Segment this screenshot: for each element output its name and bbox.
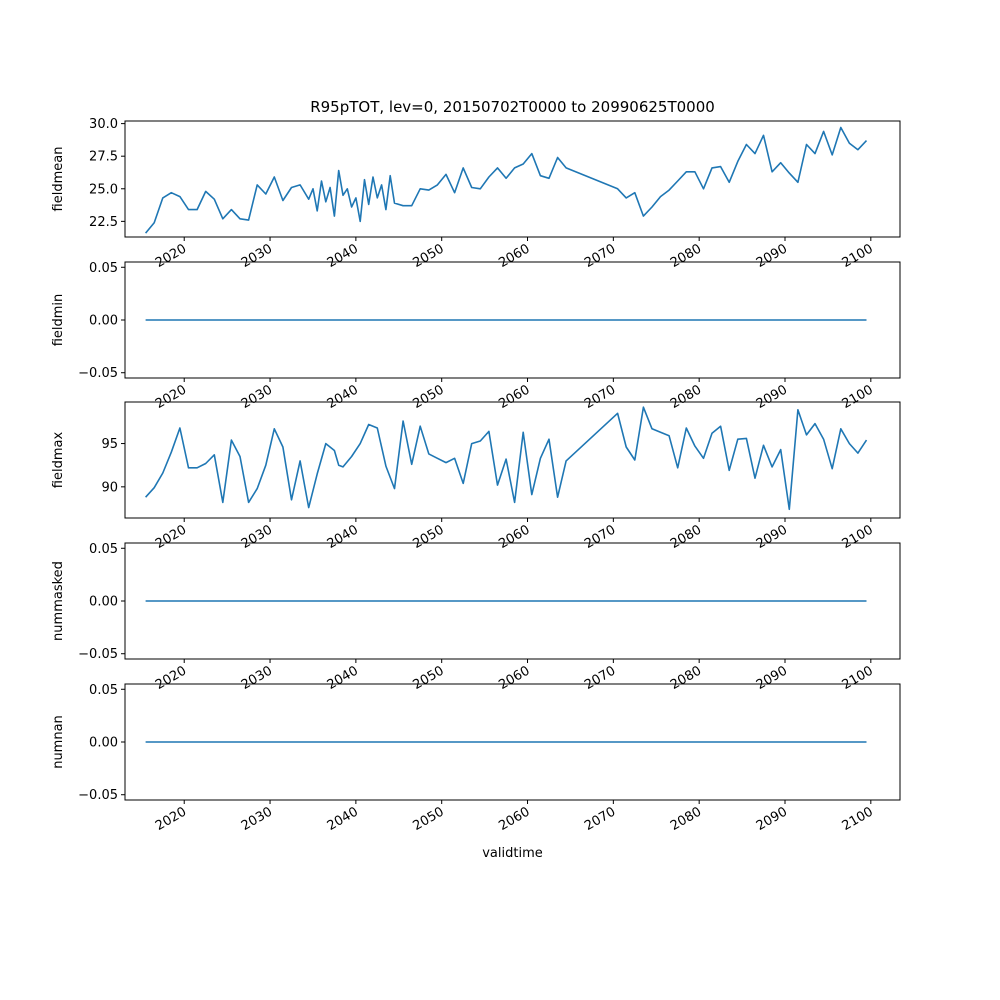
y-tick-label: 27.5 [89, 150, 118, 165]
y-tick-label: −0.05 [78, 647, 118, 662]
y-tick-label: 0.05 [89, 542, 118, 557]
axes-frame [124, 120, 901, 238]
y-tick-label: 95 [101, 437, 118, 452]
y-axis-label: nummasked [51, 561, 66, 641]
y-tick-label: 22.5 [89, 215, 118, 230]
y-tick-label: 0.00 [89, 736, 118, 751]
x-axis-label: validtime [482, 846, 543, 861]
y-axis-label: numnan [51, 715, 66, 769]
y-tick-label: 0.00 [89, 314, 118, 329]
y-tick-label: 30.0 [89, 117, 118, 132]
axes-frame [124, 401, 901, 519]
y-tick-label: −0.05 [78, 788, 118, 803]
series-line-fieldmax [145, 406, 868, 511]
y-tick-label: 90 [101, 480, 118, 495]
y-axis-label: fieldmean [51, 147, 66, 212]
series-line-fieldmean [144, 126, 868, 234]
chart-title: R95pTOT, lev=0, 20150702T0000 to 2099062… [310, 98, 715, 116]
axes-background [125, 402, 900, 518]
y-tick-label: −0.05 [78, 366, 118, 381]
y-tick-label: 0.05 [89, 261, 118, 276]
y-tick-label: 0.05 [89, 683, 118, 698]
y-axis-label: fieldmin [51, 294, 66, 347]
axes-background [125, 121, 900, 237]
y-axis-label: fieldmax [51, 432, 66, 489]
y-tick-label: 25.0 [89, 182, 118, 197]
y-tick-label: 0.00 [89, 595, 118, 610]
